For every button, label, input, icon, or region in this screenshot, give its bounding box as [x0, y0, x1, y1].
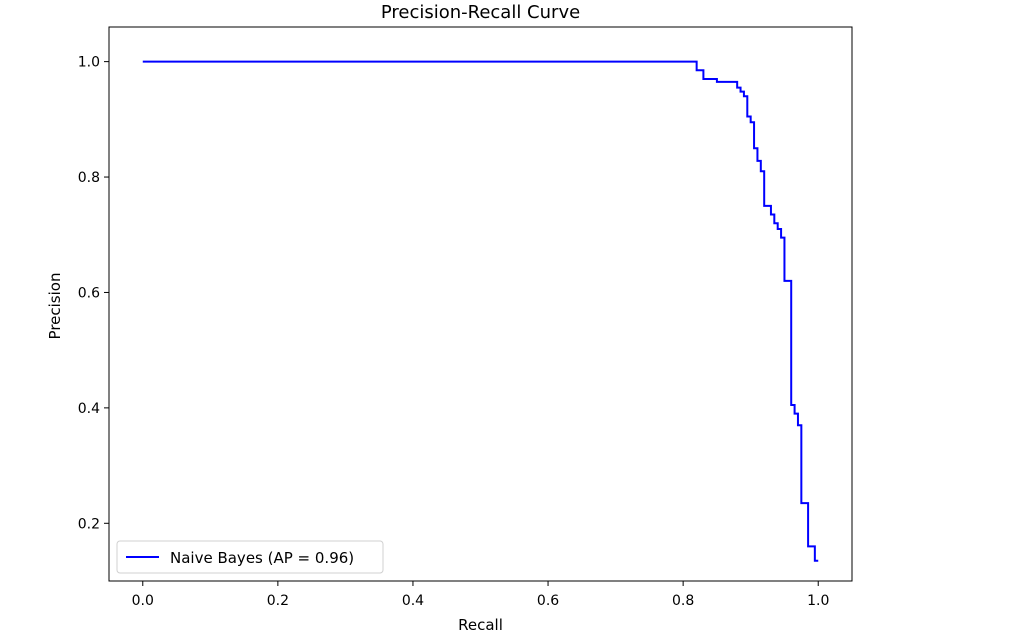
legend-label: Naive Bayes (AP = 0.96) — [170, 549, 354, 567]
y-tick-label: 0.2 — [78, 516, 100, 532]
series-line-0 — [142, 60, 819, 562]
y-tick-label: 0.4 — [78, 401, 100, 417]
plot-frame — [108, 26, 853, 582]
y-axis-label: Precision — [46, 273, 64, 340]
x-tick-label: 1.0 — [807, 593, 829, 609]
plot-area: 0.0 0.2 0.4 0.6 0.8 1.0 0.2 0.4 0.6 0.8 1.0 — [78, 26, 853, 609]
legend: Naive Bayes (AP = 0.96) — [116, 540, 384, 574]
y-tick-label: 0.8 — [78, 170, 100, 186]
x-tick-label: 0.8 — [672, 593, 694, 609]
y-tick-label: 1.0 — [78, 55, 100, 71]
chart-title: Precision-Recall Curve — [381, 2, 580, 23]
legend-box — [116, 540, 384, 574]
x-axis-label: Recall — [458, 616, 503, 634]
x-tick-label: 0.4 — [402, 593, 424, 609]
y-tick-label: 0.6 — [78, 285, 100, 301]
x-tick-label: 0.2 — [267, 593, 289, 609]
y-axis-ticks: 0.2 0.4 0.6 0.8 1.0 — [78, 55, 109, 532]
x-axis-ticks: 0.0 0.2 0.4 0.6 0.8 1.0 — [132, 581, 829, 609]
series-layer — [142, 60, 819, 562]
x-tick-label: 0.6 — [537, 593, 559, 609]
x-tick-label: 0.0 — [132, 593, 154, 609]
